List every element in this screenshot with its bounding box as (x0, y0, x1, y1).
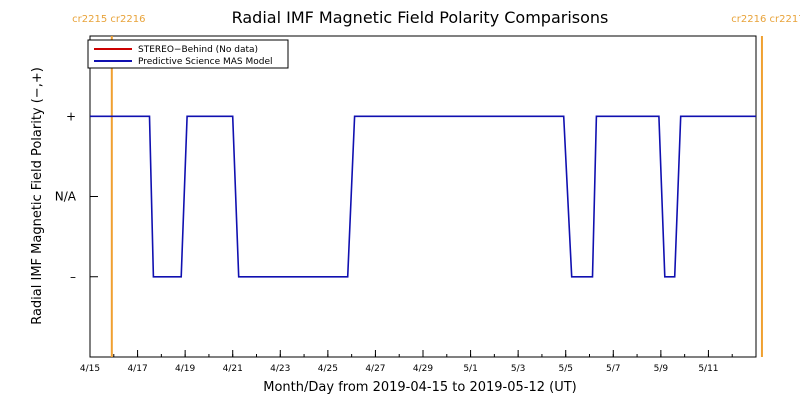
x-tick-label: 4/15 (80, 364, 100, 374)
carrington-label: cr2215 cr2216 (72, 14, 145, 25)
legend: STEREO−Behind (No data) Predictive Scien… (87, 39, 289, 69)
x-tick-label: 4/19 (175, 364, 195, 374)
x-axis-ticks: 4/15 4/17 4/19 4/21 4/23 4/25 4/27 4/29 5/1 5/3 5/… (80, 350, 757, 374)
x-tick-label: 5/9 (654, 364, 669, 374)
x-tick-label: 4/21 (223, 364, 243, 374)
x-tick-label: 5/11 (698, 364, 718, 374)
x-tick-label: 4/25 (318, 364, 338, 374)
carrington-label: cr2216 cr2217 (731, 14, 800, 25)
x-tick-label: 4/23 (270, 364, 290, 374)
legend-label-stereo-behind: STEREO−Behind (No data) (138, 45, 258, 55)
y-tick-label: – (70, 270, 76, 284)
x-tick-label: 4/29 (413, 364, 433, 374)
x-tick-label: 5/3 (511, 364, 525, 374)
x-tick-label: 5/7 (606, 364, 620, 374)
legend-label-mas-model: Predictive Science MAS Model (138, 57, 273, 67)
x-tick-label: 5/5 (558, 364, 572, 374)
chart-title: Radial IMF Magnetic Field Polarity Compa… (232, 8, 609, 27)
carrington-markers: cr2215 cr2216 cr2216 cr2217 (72, 14, 800, 357)
x-tick-label: 5/1 (463, 364, 477, 374)
series-line-mas-model (90, 115, 756, 278)
y-axis-ticks: + N/A – (55, 109, 98, 284)
legend-box (87, 39, 289, 69)
y-tick-label: + (66, 109, 76, 123)
x-tick-label: 4/17 (127, 364, 147, 374)
x-axis-label: Month/Day from 2019-04-15 to 2019-05-12 … (263, 380, 576, 395)
x-tick-label: 4/27 (365, 364, 385, 374)
plot-frame (89, 35, 757, 358)
y-axis-label: Radial IMF Magnetic Field Polarity (−,+) (30, 67, 45, 325)
y-tick-label: N/A (55, 190, 77, 204)
series-layer (90, 115, 756, 278)
